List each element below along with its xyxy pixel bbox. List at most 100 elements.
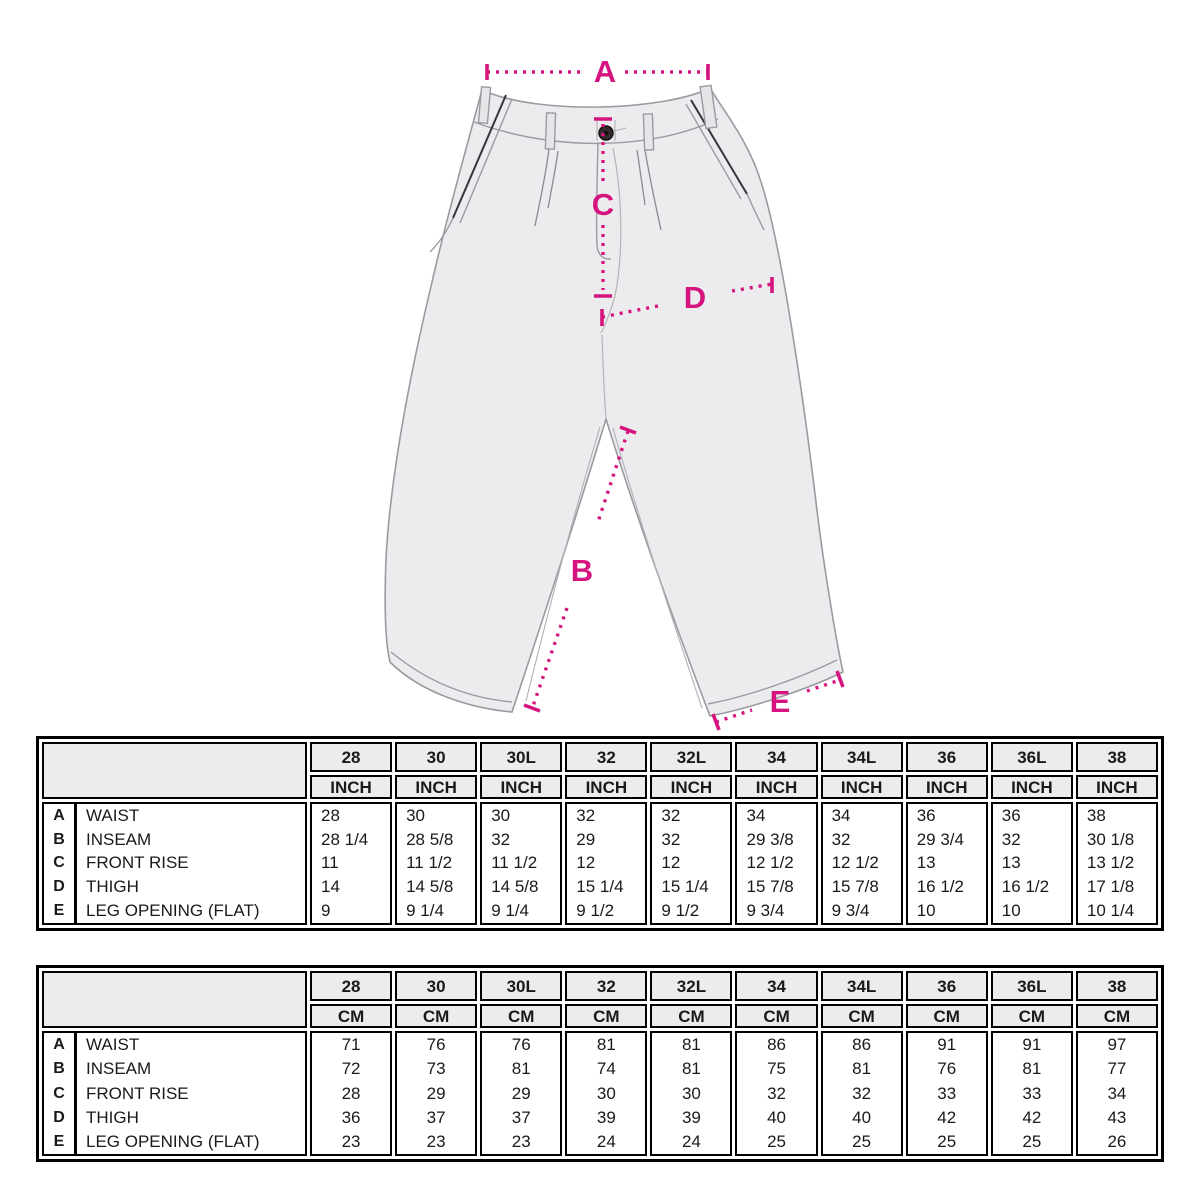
unit-header: INCH	[1075, 775, 1158, 799]
value-column: 32 32 12 15 1/4 9 1/2	[650, 802, 733, 925]
cell-value: 11 1/2	[491, 853, 538, 873]
unit-header: INCH	[990, 775, 1073, 799]
cell-value: 91	[937, 1035, 957, 1055]
cell-value: 12	[576, 853, 596, 873]
cell-value: 81	[681, 1059, 701, 1079]
value-column: 30 32 11 1/2 14 5/8 9 1/4	[480, 802, 563, 925]
row-letter: A	[53, 806, 65, 824]
row-letter: C	[53, 854, 65, 872]
right-hem-stitch	[707, 659, 838, 705]
cell-value: 76	[511, 1035, 531, 1055]
size-column-header: 32L	[650, 971, 733, 1001]
cell-value: 15 1/4	[576, 877, 624, 897]
row-label-column: WAIST INSEAM FRONT RISE THIGH LEG OPENING (F…	[77, 1033, 305, 1154]
measurement-label-b: B	[571, 553, 593, 588]
cell-value: 73	[426, 1059, 446, 1079]
size-column-header: 32L	[650, 742, 733, 772]
cell-value: 23	[511, 1131, 531, 1151]
unit-header: INCH	[905, 775, 988, 799]
cell-value: 15 7/8	[831, 877, 879, 897]
value-column: 34 29 3/8 12 1/2 15 7/8 9 3/4	[735, 802, 818, 925]
left-pleats	[534, 148, 559, 227]
size-column-header: 34	[735, 971, 818, 1001]
row-label: INSEAM	[86, 1059, 152, 1079]
row-label: THIGH	[86, 1107, 139, 1127]
unit-header: INCH	[480, 775, 563, 799]
row-label: LEG OPENING (FLAT)	[86, 1131, 260, 1151]
cell-value: 30	[491, 805, 511, 825]
unit-header: CM	[565, 1004, 648, 1028]
value-column: 81 74 30 39 24	[565, 1031, 648, 1156]
cell-value: 43	[1107, 1107, 1127, 1127]
unit-header: CM	[1075, 1004, 1158, 1028]
row-letter: A	[53, 1036, 65, 1054]
measurement-label-e: E	[770, 684, 791, 719]
cell-value: 30	[596, 1083, 616, 1103]
cell-value: 9 1/4	[406, 901, 444, 921]
measurement-label-d: D	[684, 280, 706, 315]
right-inseam-line	[612, 427, 703, 709]
cell-value: 32	[831, 829, 851, 849]
value-column: 86 75 32 40 25	[735, 1031, 818, 1156]
unit-header: INCH	[565, 775, 648, 799]
size-column-header: 36L	[990, 971, 1073, 1001]
cell-value: 28 5/8	[406, 829, 454, 849]
cell-value: 74	[596, 1059, 616, 1079]
cell-value: 32	[852, 1083, 872, 1103]
waist-button	[598, 125, 627, 141]
unit-header: CM	[310, 1004, 393, 1028]
cell-value: 29 3/4	[916, 829, 964, 849]
measurement-d: D	[600, 277, 774, 326]
size-table-inch: 28 30 30L 32 32L 34 34L 36 36L 38 INCH INCH INCH INCH…	[36, 736, 1164, 931]
cell-value: 32	[576, 805, 596, 825]
measurement-e: E	[711, 670, 845, 731]
cell-value: 34	[1107, 1083, 1127, 1103]
cell-value: 11 1/2	[406, 853, 453, 873]
size-column-header: 32	[565, 742, 648, 772]
right-pocket-edge	[685, 103, 765, 231]
cell-value: 38	[1086, 805, 1106, 825]
cell-value: 9 1/2	[576, 901, 615, 921]
size-column-header: 28	[310, 742, 393, 772]
cell-value: 13 1/2	[1086, 853, 1135, 873]
size-column-header: 28	[310, 971, 393, 1001]
value-column: 97 77 34 43 26	[1075, 1031, 1158, 1156]
cell-value: 25	[852, 1131, 872, 1151]
row-letter: E	[53, 902, 65, 920]
cell-value: 25	[937, 1131, 957, 1151]
unit-header: CM	[395, 1004, 478, 1028]
cell-value: 33	[937, 1083, 957, 1103]
size-column-header: 38	[1075, 971, 1158, 1001]
value-column: 32 29 12 15 1/4 9 1/2	[565, 802, 648, 925]
cell-value: 81	[1022, 1059, 1042, 1079]
cell-value: 86	[767, 1035, 786, 1055]
cell-value: 30 1/8	[1086, 829, 1135, 849]
row-letter: C	[53, 1084, 65, 1102]
row-label: FRONT RISE	[86, 1083, 189, 1103]
cell-value: 76	[937, 1059, 957, 1079]
size-column-header: 34L	[820, 742, 903, 772]
cell-value: 14 5/8	[406, 877, 454, 897]
cell-value: 10	[1001, 901, 1021, 921]
cell-value: 32	[491, 829, 511, 849]
cell-value: 29	[426, 1083, 446, 1103]
fly-stitch	[595, 141, 612, 260]
value-column: 76 73 29 37 23	[395, 1031, 478, 1156]
cell-value: 9	[321, 901, 331, 921]
unit-header: CM	[905, 1004, 988, 1028]
cell-value: 33	[1022, 1083, 1042, 1103]
row-letter: E	[53, 1132, 65, 1150]
cell-value: 97	[1107, 1035, 1127, 1055]
size-column-header: 36	[905, 971, 988, 1001]
cell-value: 15 1/4	[661, 877, 709, 897]
cell-value: 81	[511, 1059, 531, 1079]
size-column-header: 34	[735, 742, 818, 772]
cell-value: 36	[341, 1107, 361, 1127]
cell-value: 32	[661, 829, 681, 849]
cell-value: 23	[426, 1131, 446, 1151]
table-corner-cell	[42, 971, 307, 1028]
cell-value: 40	[767, 1107, 786, 1127]
row-letter: D	[53, 878, 65, 896]
